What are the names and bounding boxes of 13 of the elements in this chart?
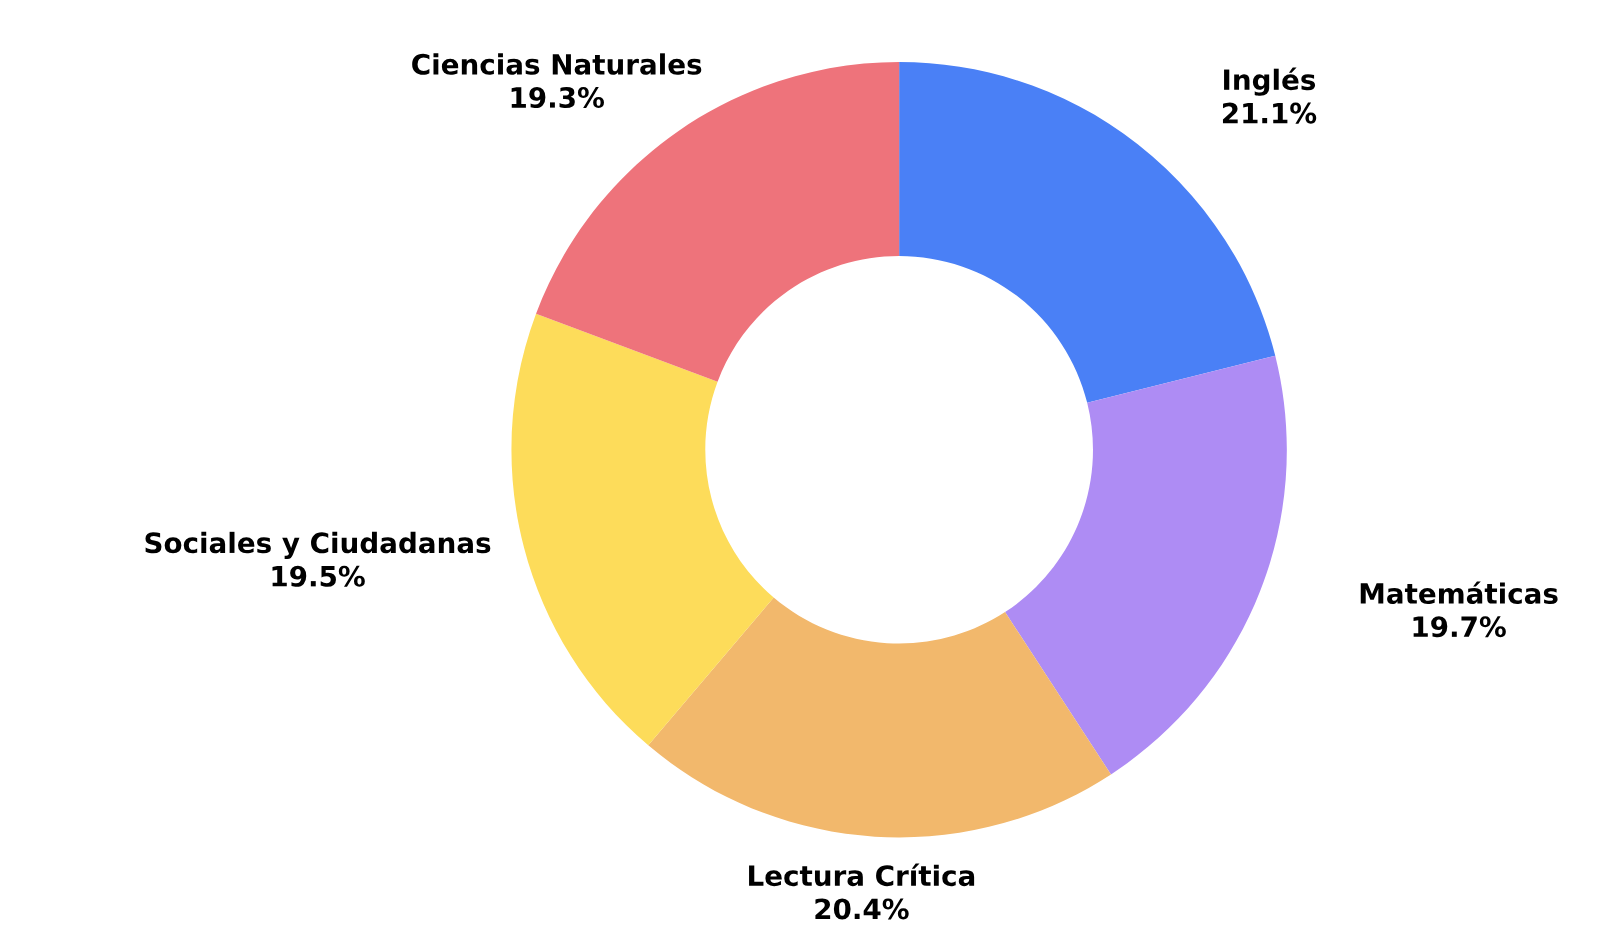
slice-label: Sociales y Ciudadanas <box>145 531 491 559</box>
slice-label: Lectura Crítica <box>749 863 975 887</box>
donut-slice <box>1005 355 1287 775</box>
data-label: 21.1% <box>1222 102 1317 124</box>
donut-slice <box>648 597 1111 838</box>
data-label: 20.4% <box>815 898 909 920</box>
data-label: 19.5% <box>272 565 365 587</box>
data-label: 19.3% <box>511 87 604 109</box>
slice-label: Matemáticas <box>1360 581 1558 605</box>
donut-slice <box>511 313 774 746</box>
slice-label: Inglés <box>1224 67 1316 96</box>
data-label: 19.7% <box>1413 616 1506 638</box>
slice-label: Ciencias Naturales <box>412 53 702 75</box>
